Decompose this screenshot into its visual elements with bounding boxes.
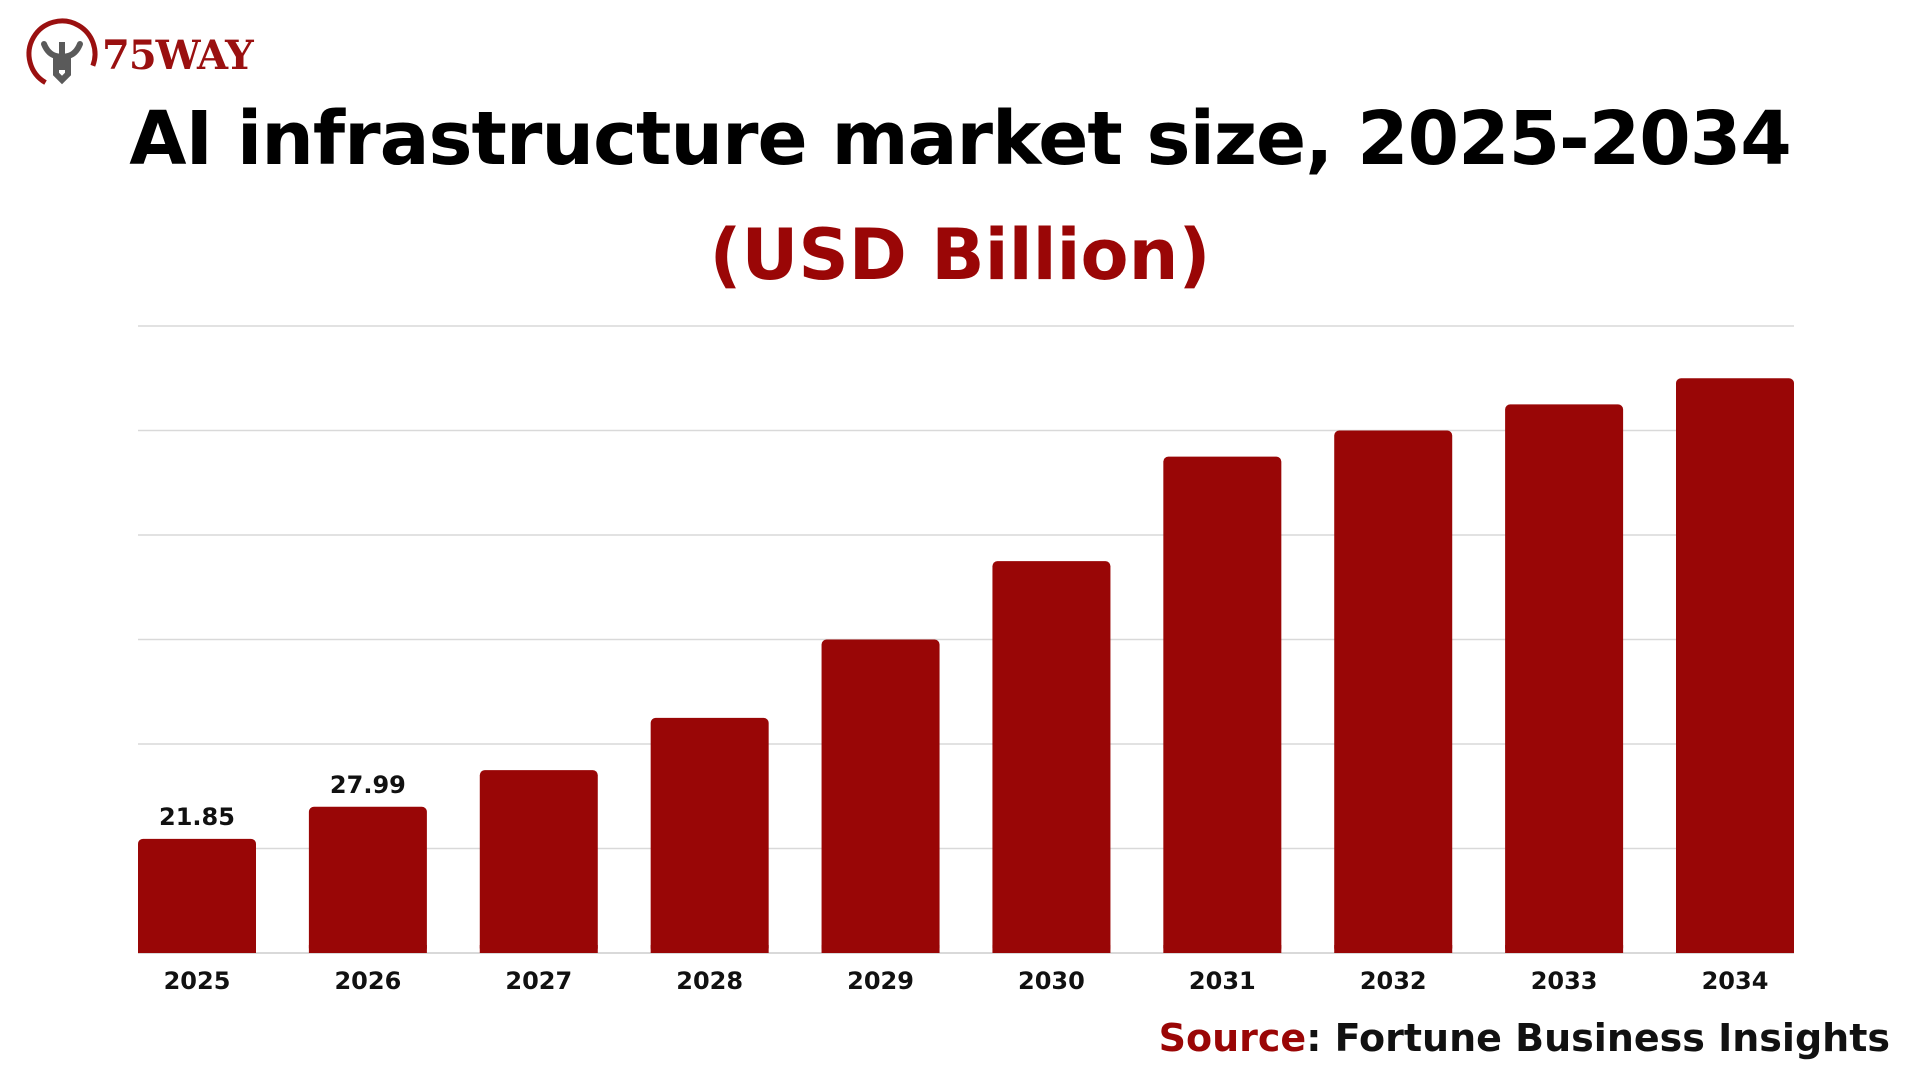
chart-subtitle: (USD Billion)	[709, 214, 1211, 296]
source-label: Source	[1158, 1016, 1307, 1060]
x-tick-2026: 2026	[334, 967, 401, 995]
bar-base-2030	[992, 945, 1111, 953]
x-tick-2029: 2029	[847, 967, 914, 995]
source-separator: :	[1306, 1016, 1335, 1060]
bar-2030	[992, 561, 1111, 953]
x-tick-2027: 2027	[505, 967, 572, 995]
source-value: Fortune Business Insights	[1334, 1016, 1890, 1060]
x-tick-labels: 2025 2026 2027 2028 2029 2030 2031 2032 2033 2034	[164, 967, 1769, 995]
bar-2025	[138, 838, 256, 953]
data-labels: 21.85 27.99	[159, 771, 406, 831]
bar-base-2026	[308, 945, 427, 953]
brand-logo: 75WAY	[18, 14, 278, 96]
x-tick-2025: 2025	[164, 967, 231, 995]
bar-base-2027	[479, 945, 598, 953]
x-tick-2033: 2033	[1531, 967, 1598, 995]
chart-title: AI infrastructure market size, 2025-2034	[129, 96, 1791, 182]
bar-base-2028	[650, 945, 769, 953]
x-tick-2032: 2032	[1360, 967, 1427, 995]
bar-base-2033	[1505, 945, 1624, 953]
data-label-2026: 27.99	[330, 771, 406, 799]
logo-text: 75WAY	[102, 32, 254, 79]
bar-2029	[821, 639, 940, 953]
bar-base-2029	[821, 945, 940, 953]
data-label-2025: 21.85	[159, 803, 235, 831]
x-tick-2028: 2028	[676, 967, 743, 995]
bar-2028	[650, 717, 769, 953]
bar-2033	[1505, 404, 1624, 953]
x-tick-2031: 2031	[1189, 967, 1256, 995]
x-tick-2030: 2030	[1018, 967, 1085, 995]
bar-base-2032	[1334, 945, 1453, 953]
bar-base-2034	[1676, 945, 1794, 953]
logo-mark-icon	[26, 18, 98, 90]
bar-2034	[1676, 378, 1794, 953]
bar-base-2025	[138, 945, 256, 953]
bar-2027	[479, 770, 598, 953]
x-tick-2034: 2034	[1702, 967, 1769, 995]
bar-2031	[1163, 456, 1282, 953]
bar-base-2031	[1163, 945, 1282, 953]
bar-2032	[1334, 430, 1453, 953]
source-note: Source: Fortune Business Insights	[1159, 1016, 1890, 1060]
bars	[138, 378, 1794, 953]
bar-2026	[308, 806, 427, 953]
